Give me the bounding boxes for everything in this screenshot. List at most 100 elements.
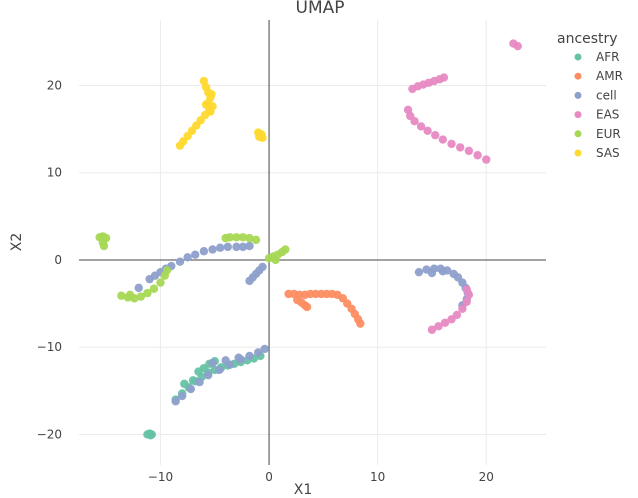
point-cell [208, 358, 217, 368]
point-cell [438, 267, 448, 276]
point-eas [431, 130, 440, 140]
point-eas [440, 318, 450, 327]
x-axis-title: X1 [294, 482, 313, 498]
legend-label-eur: EUR [596, 127, 621, 141]
legend-marker-eur [574, 130, 582, 138]
series-sas [175, 76, 267, 150]
series-eur [95, 232, 290, 303]
point-eas [473, 151, 482, 160]
point-eur [238, 233, 248, 242]
point-eas [427, 325, 437, 334]
legend-marker-amr [574, 72, 582, 80]
point-sas [201, 100, 211, 109]
point-eur [136, 292, 146, 301]
y-tick-label: 20 [47, 78, 62, 92]
legend-label-eas: EAS [596, 108, 619, 122]
point-amr [356, 319, 365, 328]
point-cell [260, 344, 269, 354]
point-eas [464, 146, 474, 156]
point-eur [99, 241, 109, 251]
point-afr [180, 379, 189, 389]
point-afr [147, 430, 156, 439]
point-cell [134, 283, 143, 293]
point-eur [125, 290, 135, 300]
legend-label-sas: SAS [596, 146, 620, 160]
point-eas [456, 143, 465, 152]
y-tick-label: 10 [47, 166, 62, 180]
point-eas [439, 73, 449, 82]
point-eur [156, 278, 165, 287]
point-eas [482, 155, 491, 164]
x-axis-ticks: −10 0 10 20 [148, 470, 494, 484]
point-sas [206, 107, 215, 116]
point-eas [410, 117, 419, 126]
point-cell [414, 267, 424, 277]
point-cell [191, 250, 200, 259]
point-sas [207, 89, 216, 99]
data-points [95, 39, 522, 440]
point-cell [199, 247, 209, 256]
point-eur [221, 233, 230, 243]
point-eas [416, 122, 426, 131]
legend-marker-eas [574, 111, 582, 119]
point-eur [117, 291, 126, 300]
x-tick-label: 0 [265, 470, 273, 484]
point-cell [234, 353, 243, 362]
legend-title: ancestry [557, 31, 618, 47]
legend-label-afr: AFR [596, 50, 619, 64]
legend-marker-sas [574, 149, 582, 157]
point-cell [215, 243, 225, 252]
point-eur [143, 288, 152, 298]
point-eas [423, 126, 432, 136]
y-tick-label: −10 [37, 340, 62, 354]
point-cell [253, 348, 263, 357]
x-tick-label: 20 [479, 470, 494, 484]
point-sas [175, 141, 185, 150]
point-cell [171, 397, 180, 406]
point-cell [245, 351, 254, 361]
legend-items: AFR AMR cell EAS EUR SAS [574, 50, 623, 160]
point-cell [195, 377, 204, 387]
point-eur [162, 266, 172, 275]
point-cell [183, 253, 192, 262]
point-eur [245, 233, 254, 243]
point-cell [232, 242, 241, 252]
y-tick-label: 0 [54, 253, 62, 267]
zero-lines [79, 20, 546, 465]
series-eas [403, 39, 522, 334]
point-eas [462, 297, 471, 307]
point-eur [271, 255, 280, 265]
y-axis-ticks: −20 −10 0 10 20 [37, 78, 62, 441]
legend-marker-afr [574, 53, 582, 61]
point-cell [258, 262, 267, 272]
point-eur [251, 235, 261, 245]
point-eas [452, 310, 462, 320]
point-cell [238, 242, 248, 252]
gridlines [79, 20, 546, 465]
point-eas [447, 139, 456, 149]
point-eur [149, 284, 159, 293]
point-cell [223, 242, 232, 252]
y-axis-title: X2 [9, 233, 25, 252]
point-eas [434, 322, 443, 331]
point-afr [188, 376, 198, 385]
point-eur [232, 233, 241, 242]
series-cell [134, 241, 473, 406]
point-cell [221, 356, 230, 365]
legend-marker-cell [574, 91, 582, 99]
point-eur [281, 245, 290, 254]
point-cell [186, 384, 196, 394]
point-sas [258, 133, 267, 142]
point-eas [438, 135, 448, 144]
x-tick-label: −10 [148, 470, 173, 484]
point-cell [208, 245, 217, 254]
legend-label-cell: cell [596, 88, 617, 102]
point-eas [462, 285, 471, 294]
point-cell [427, 268, 437, 278]
series-amr [284, 289, 365, 328]
y-tick-label: −20 [37, 427, 62, 441]
point-eas [458, 304, 467, 314]
point-cell [150, 271, 160, 280]
point-cell [204, 370, 213, 380]
